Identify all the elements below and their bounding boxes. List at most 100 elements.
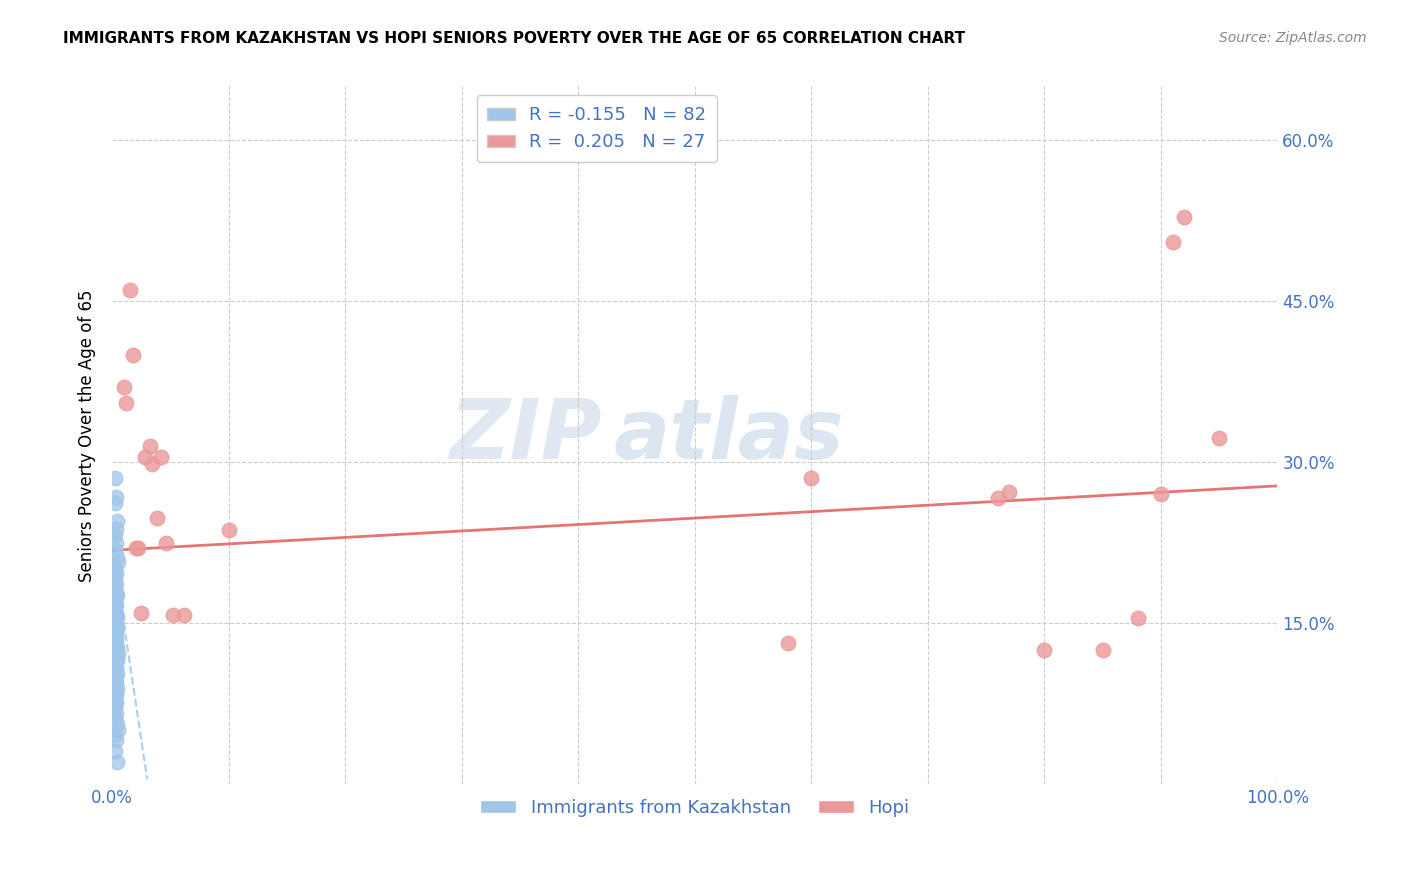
Point	[103, 595, 125, 609]
Point	[131, 606, 153, 620]
Point	[103, 712, 125, 726]
Point	[103, 680, 125, 694]
Point	[103, 685, 125, 699]
Point	[1126, 611, 1149, 625]
Text: atlas: atlas	[613, 395, 844, 476]
Point	[145, 511, 167, 525]
Point	[112, 380, 135, 394]
Point	[105, 653, 128, 667]
Point	[103, 744, 125, 758]
Point	[103, 690, 125, 705]
Point	[104, 655, 127, 669]
Point	[103, 617, 125, 632]
Point	[115, 396, 138, 410]
Point	[104, 706, 127, 721]
Point	[103, 633, 125, 648]
Point	[103, 496, 125, 510]
Point	[104, 660, 127, 674]
Point	[107, 555, 129, 569]
Point	[104, 536, 127, 550]
Point	[103, 639, 125, 653]
Point	[103, 607, 125, 622]
Point	[103, 601, 125, 615]
Point	[104, 587, 127, 601]
Point	[104, 687, 127, 701]
Point	[104, 576, 127, 591]
Point	[103, 471, 125, 485]
Point	[155, 536, 177, 550]
Point	[103, 671, 125, 685]
Point	[104, 607, 127, 621]
Point	[162, 607, 184, 622]
Point	[127, 541, 149, 556]
Point	[1173, 211, 1195, 225]
Point	[103, 623, 125, 637]
Point	[103, 543, 125, 558]
Point	[998, 485, 1021, 500]
Point	[103, 701, 125, 715]
Point	[105, 514, 128, 528]
Point	[104, 669, 127, 683]
Point	[103, 626, 125, 640]
Point	[104, 613, 127, 627]
Point	[104, 733, 127, 747]
Point	[103, 692, 125, 706]
Text: IMMIGRANTS FROM KAZAKHSTAN VS HOPI SENIORS POVERTY OVER THE AGE OF 65 CORRELATIO: IMMIGRANTS FROM KAZAKHSTAN VS HOPI SENIO…	[63, 31, 966, 46]
Point	[776, 635, 799, 649]
Point	[103, 728, 125, 742]
Point	[103, 592, 125, 607]
Point	[103, 645, 125, 659]
Point	[103, 560, 125, 574]
Point	[105, 589, 128, 603]
Point	[104, 522, 127, 536]
Point	[103, 674, 125, 689]
Point	[105, 681, 128, 696]
Point	[103, 650, 125, 665]
Point	[1033, 643, 1056, 657]
Point	[103, 615, 125, 630]
Point	[103, 612, 125, 626]
Point	[103, 628, 125, 642]
Point	[103, 582, 125, 596]
Point	[800, 471, 823, 485]
Point	[122, 348, 145, 362]
Y-axis label: Seniors Poverty Over the Age of 65: Seniors Poverty Over the Age of 65	[79, 289, 96, 582]
Point	[1161, 235, 1184, 249]
Point	[138, 439, 160, 453]
Text: ZIP: ZIP	[449, 395, 602, 476]
Point	[104, 490, 127, 504]
Point	[105, 640, 128, 655]
Point	[124, 541, 146, 556]
Point	[104, 618, 127, 632]
Point	[141, 458, 163, 472]
Point	[105, 549, 128, 564]
Point	[118, 284, 141, 298]
Point	[104, 643, 127, 657]
Point	[150, 450, 173, 464]
Point	[103, 698, 125, 712]
Point	[105, 621, 128, 635]
Point	[105, 665, 128, 680]
Point	[1150, 487, 1173, 501]
Point	[104, 630, 127, 644]
Point	[103, 642, 125, 657]
Point	[218, 523, 240, 537]
Point	[105, 717, 128, 731]
Point	[103, 658, 125, 673]
Point	[103, 629, 125, 643]
Point	[103, 664, 125, 678]
Point	[104, 696, 127, 710]
Legend: Immigrants from Kazakhstan, Hopi: Immigrants from Kazakhstan, Hopi	[472, 792, 917, 824]
Text: Source: ZipAtlas.com: Source: ZipAtlas.com	[1219, 31, 1367, 45]
Point	[1091, 643, 1114, 657]
Point	[104, 598, 127, 612]
Point	[103, 528, 125, 542]
Point	[104, 566, 127, 580]
Point	[103, 632, 125, 646]
Point	[134, 450, 156, 464]
Point	[105, 755, 128, 769]
Point	[103, 566, 125, 581]
Point	[173, 607, 195, 622]
Point	[107, 648, 129, 662]
Point	[104, 649, 127, 664]
